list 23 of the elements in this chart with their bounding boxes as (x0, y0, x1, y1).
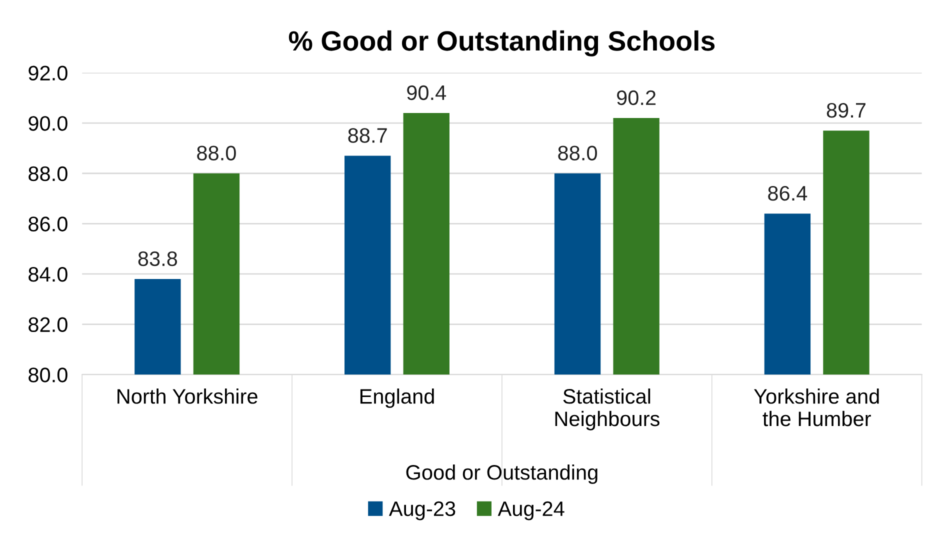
data-label: 83.8 (138, 251, 178, 266)
chart-title: % Good or Outstanding Schools (288, 30, 715, 56)
x-tick-label: England (360, 388, 434, 408)
data-label: 88.7 (348, 128, 387, 143)
y-tick-label: 92.0 (28, 66, 68, 81)
y-tick-label: 88.0 (28, 166, 68, 182)
legend-label: Aug-23 (388, 501, 456, 520)
x-tick-label: Statistical Neighbours (555, 388, 660, 430)
legend-label: Aug-24 (498, 501, 564, 520)
y-tick-label: 86.0 (28, 216, 68, 232)
y-tick-label: 82.0 (28, 317, 68, 332)
data-label: 90.4 (407, 85, 446, 100)
y-tick-label: 90.0 (28, 116, 68, 131)
data-label: 88.0 (197, 146, 236, 160)
data-label: 86.4 (768, 186, 808, 201)
y-tick-label: 80.0 (28, 368, 68, 382)
data-label: 88.0 (558, 146, 597, 160)
x-axis-title: Good or Outstanding (406, 464, 598, 484)
data-label: 89.7 (826, 102, 866, 118)
data-label: 90.2 (617, 90, 656, 106)
x-tick-label: Yorkshire and the Humber (754, 388, 879, 426)
y-tick-label: 84.0 (28, 266, 68, 282)
x-tick-label: North Yorkshire (118, 388, 258, 404)
